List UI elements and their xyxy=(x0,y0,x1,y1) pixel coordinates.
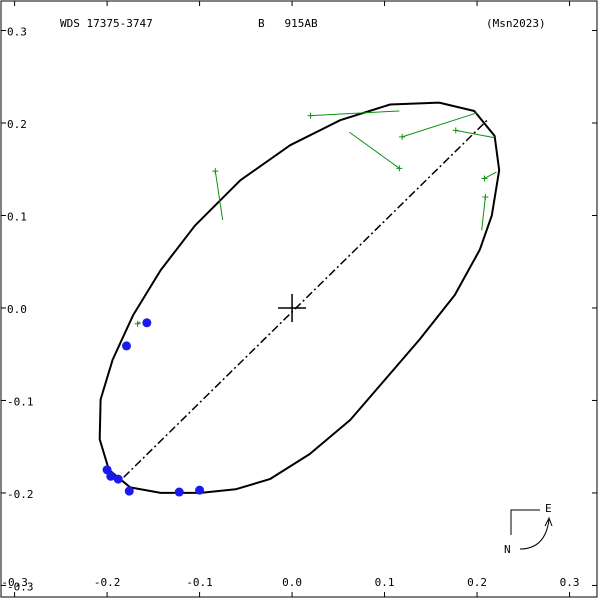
reference: (Msn2023) xyxy=(486,17,546,30)
observation xyxy=(482,193,489,200)
compass-axes xyxy=(510,509,540,535)
x-tick-label: -0.2 xyxy=(94,576,121,589)
x-tick-label: -0.1 xyxy=(186,576,213,589)
chart-subtitle: B 915AB xyxy=(258,17,318,30)
y-tick-label: -0.3 xyxy=(7,580,34,593)
y-tick-label: -0.2 xyxy=(7,488,34,501)
compass-east: E xyxy=(545,502,552,515)
compass-arrow xyxy=(519,519,550,550)
x-tick-label: 0.2 xyxy=(467,576,487,589)
measurement xyxy=(142,318,152,328)
compass-north: N xyxy=(504,543,511,556)
measurement xyxy=(195,485,205,495)
observation xyxy=(452,127,459,134)
observation xyxy=(134,320,141,327)
y-tick-label: 0.3 xyxy=(7,26,27,39)
chart-title: WDS 17375-3747 xyxy=(60,17,153,30)
residual-line xyxy=(214,171,224,221)
measurement xyxy=(124,486,134,496)
x-tick-label: 0.0 xyxy=(282,576,302,589)
x-tick-label: 0.3 xyxy=(560,576,580,589)
compass-arrowhead xyxy=(544,516,553,527)
measurement xyxy=(122,341,132,351)
residual-line xyxy=(481,196,486,231)
observation xyxy=(212,168,219,175)
measurement xyxy=(174,487,184,497)
y-tick-label: 0.1 xyxy=(7,210,27,223)
y-tick-label: 0.2 xyxy=(7,118,27,131)
observation xyxy=(307,112,314,119)
residual-line xyxy=(455,129,495,139)
residual-line xyxy=(401,112,478,138)
y-tick-label: -0.1 xyxy=(7,395,34,408)
observation xyxy=(481,175,488,182)
primary-star xyxy=(278,293,307,322)
residual-line xyxy=(310,110,400,117)
observation xyxy=(399,133,406,140)
line-of-nodes xyxy=(123,119,488,478)
residual-line xyxy=(484,171,497,179)
x-tick-label: 0.1 xyxy=(375,576,395,589)
residual-line xyxy=(349,131,400,169)
measurement xyxy=(113,474,123,484)
x-tick-label: -0.3 xyxy=(1,576,28,589)
y-tick-label: 0.0 xyxy=(7,303,27,316)
measurement xyxy=(106,471,116,481)
compass: N E xyxy=(504,502,553,556)
observation xyxy=(396,165,403,172)
